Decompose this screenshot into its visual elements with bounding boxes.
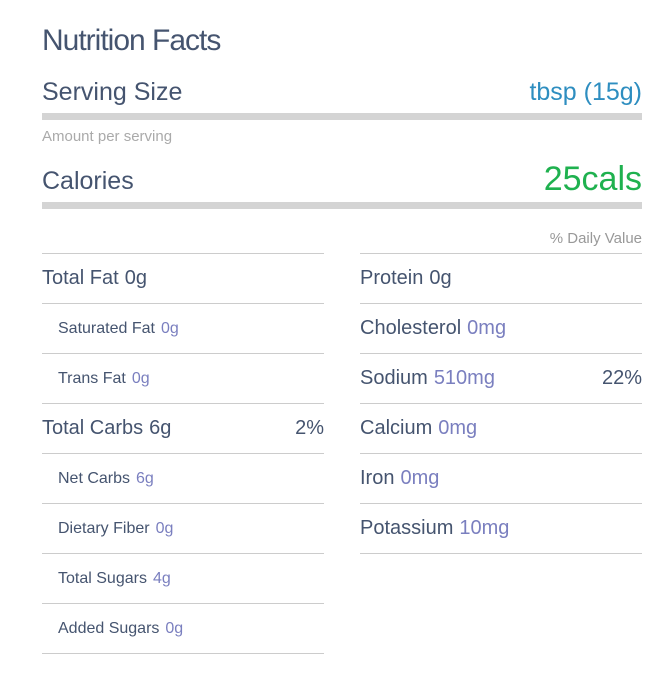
title: Nutrition Facts xyxy=(42,24,221,57)
divider xyxy=(42,202,642,209)
nutrient-amount: 510mg xyxy=(433,367,495,389)
nutrient-amount: 0g xyxy=(131,369,150,387)
nutrient-amount: 0g xyxy=(155,519,174,537)
right-column: Protein 0g Cholesterol 0mg Sodium 510mg 22% Cal… xyxy=(360,253,642,554)
nutrient-name: Total Carbs xyxy=(42,417,144,439)
nutrient-row: Added Sugars 0g xyxy=(42,604,324,654)
nutrient-name: Added Sugars xyxy=(58,619,160,637)
daily-value: 2% xyxy=(295,417,324,439)
nutrient-amount: 0g xyxy=(124,267,147,289)
nutrient-name: Trans Fat xyxy=(58,369,126,387)
serving-size-label: Serving Size xyxy=(42,78,183,106)
nutrient-name: Iron xyxy=(360,467,395,489)
nutrient-row: Total Fat 0g xyxy=(42,254,324,304)
nutrient-name: Cholesterol xyxy=(360,317,462,339)
nutrient-name: Potassium xyxy=(360,517,454,539)
nutrient-row: Calcium 0mg xyxy=(360,404,642,454)
nutrient-amount: 0mg xyxy=(467,317,507,339)
nutrient-amount: 6g xyxy=(149,417,172,439)
nutrient-amount: 0mg xyxy=(438,417,478,439)
nutrient-name: Calcium xyxy=(360,417,433,439)
nutrient-row: Potassium 10mg xyxy=(360,504,642,554)
nutrient-amount: 4g xyxy=(152,569,171,587)
nutrient-amount: 10mg xyxy=(459,517,510,539)
amount-per-serving: Amount per serving xyxy=(42,128,173,145)
nutrient-name: Protein xyxy=(360,267,424,289)
nutrient-row: Sodium 510mg 22% xyxy=(360,354,642,404)
nutrient-row: Saturated Fat 0g xyxy=(42,304,324,354)
nutrient-name: Total Fat xyxy=(42,267,119,289)
nutrient-amount: 0g xyxy=(160,319,179,337)
nutrient-amount: 0g xyxy=(165,619,184,637)
left-column: Total Fat 0g Saturated Fat 0g Trans Fat 0g Tot… xyxy=(42,253,324,654)
nutrient-row: Total Carbs 6g 2% xyxy=(42,404,324,454)
nutrient-amount: 6g xyxy=(136,469,154,487)
calories-label: Calories xyxy=(42,167,134,195)
nutrient-name: Saturated Fat xyxy=(58,319,155,337)
nutrient-name: Net Carbs xyxy=(58,469,131,487)
serving-size-value: tbsp (15g) xyxy=(529,78,642,106)
calories-value: 25cals xyxy=(543,160,642,198)
nutrient-name: Dietary Fiber xyxy=(58,519,150,537)
daily-value: 22% xyxy=(601,367,642,389)
nutrient-row: Protein 0g xyxy=(360,254,642,304)
nutrient-name: Total Sugars xyxy=(58,569,147,587)
nutrient-row: Net Carbs 6g xyxy=(42,454,324,504)
nutrient-name: Sodium xyxy=(360,367,428,389)
nutrient-row: Dietary Fiber 0g xyxy=(42,504,324,554)
nutrient-amount: 0mg xyxy=(400,467,440,489)
nutrient-row: Iron 0mg xyxy=(360,454,642,504)
divider xyxy=(42,113,642,120)
nutrient-row: Cholesterol 0mg xyxy=(360,304,642,354)
nutrient-row: Total Sugars 4g xyxy=(42,554,324,604)
nutrient-amount: 0g xyxy=(429,267,452,289)
nutrient-row: Trans Fat 0g xyxy=(42,354,324,404)
daily-value-header: % Daily Value xyxy=(549,230,642,247)
